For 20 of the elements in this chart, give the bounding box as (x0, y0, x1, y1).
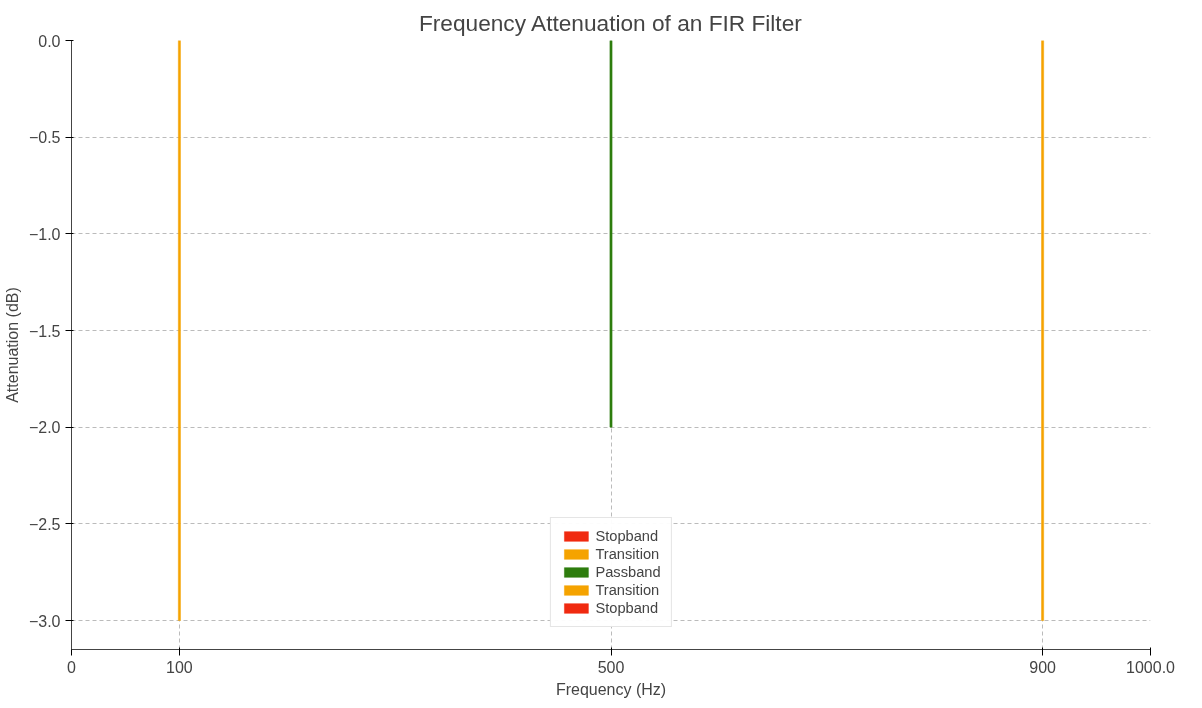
y-tick-label: −1.5 (28, 322, 61, 340)
y-tick-label: −0.5 (28, 129, 61, 147)
legend-label: Stopband (595, 528, 659, 544)
y-tick-label: −1.0 (28, 225, 61, 243)
x-axis-title: Frequency (Hz) (555, 680, 667, 698)
x-tick-label: 1000.0 (1126, 658, 1176, 676)
y-tick-label: 0.0 (38, 32, 61, 50)
chart-title: Frequency Attenuation of an FIR Filter (418, 9, 803, 36)
x-tick-label: 100 (166, 658, 193, 676)
y-tick-label: −3.0 (28, 612, 61, 630)
legend-label: Passband (595, 564, 661, 580)
y-axis-title: Attenuation (dB) (3, 287, 21, 403)
y-tick-label: −2.5 (28, 515, 61, 533)
x-tick-label: 500 (597, 658, 625, 676)
legend-label: Transition (595, 546, 660, 562)
y-tick-label: −2.0 (28, 419, 61, 437)
x-tick-label: 900 (1029, 658, 1057, 676)
legend-label: Transition (595, 582, 660, 598)
x-tick-label: 0 (67, 658, 77, 676)
legend-label: Stopband (595, 600, 659, 616)
